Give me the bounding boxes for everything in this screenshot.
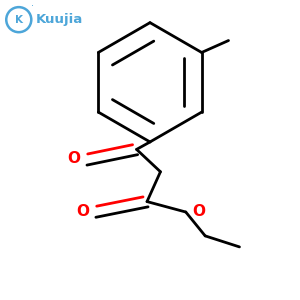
Text: O: O: [76, 204, 89, 219]
Text: O: O: [67, 152, 80, 166]
Text: O: O: [192, 204, 205, 219]
Text: ·: ·: [31, 1, 34, 11]
Text: Kuujia: Kuujia: [35, 13, 83, 26]
Text: K: K: [15, 15, 23, 25]
